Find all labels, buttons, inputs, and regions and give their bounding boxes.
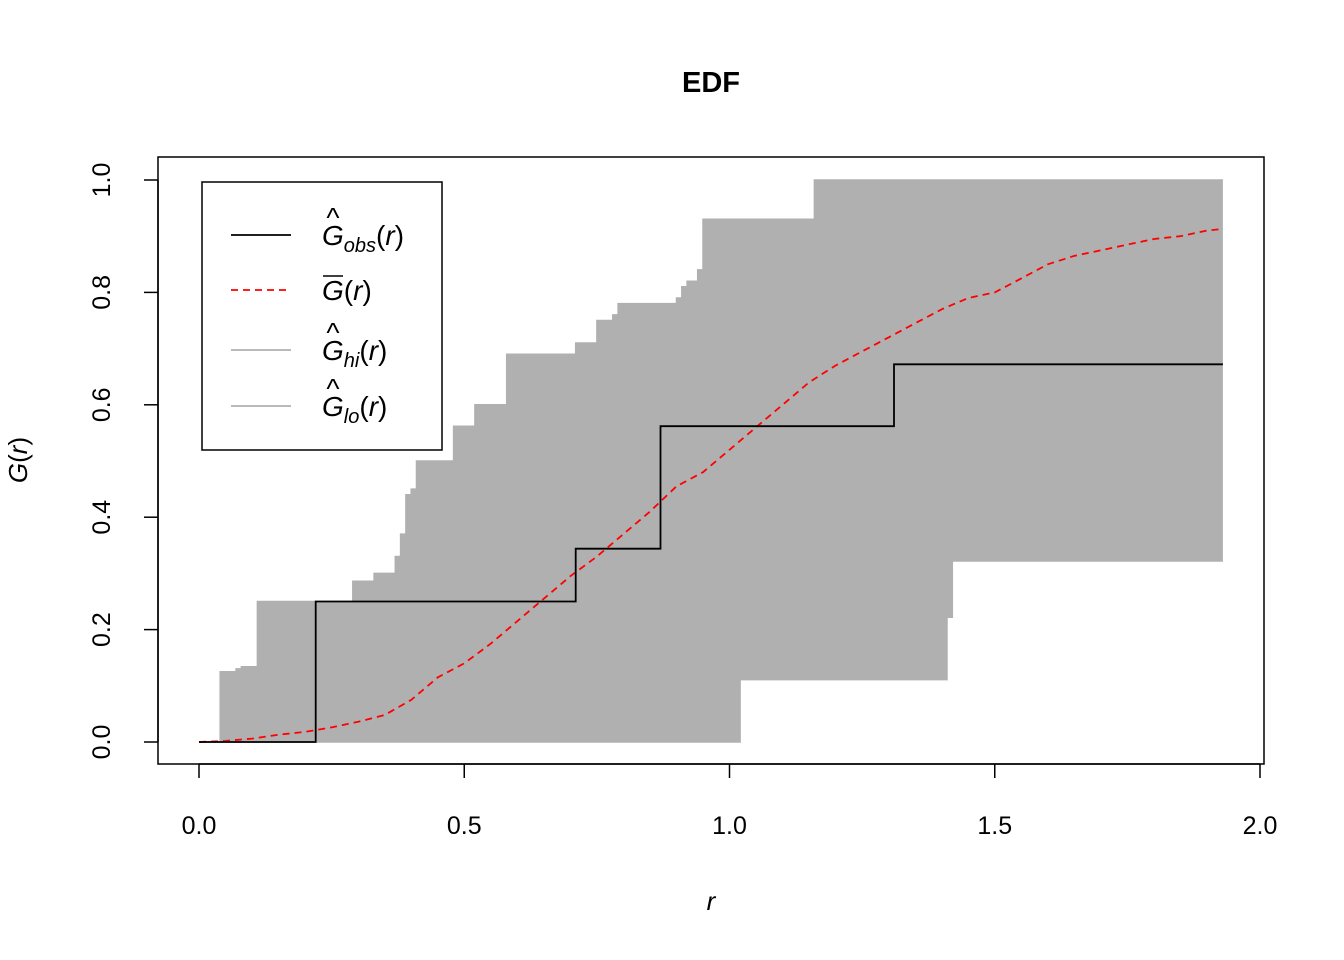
legend-label: Glo(r) [322,391,387,428]
legend-hat-mark: ^ [326,202,339,233]
legend-hat-mark: ^ [326,373,339,404]
legend-label: Gobs(r) [322,220,404,257]
axes: 0.0 0.5 1.0 1.5 2.0 0.0 0.2 0.4 0.6 0.8 1.0 [88,163,1277,840]
legend: Gobs(r)^G(r)Ghi(r)^Glo(r)^ [201,181,443,451]
y-tick-label: 1.0 [88,163,116,198]
x-tick-label: 0.0 [182,812,217,840]
legend-label: G(r) [322,275,372,306]
chart-title: EDF [682,67,740,99]
series-obs-line [199,363,1223,743]
plot-area [198,179,1223,743]
series-mean-line [198,228,1223,743]
y-tick-label: 0.0 [88,725,116,760]
x-tick-label: 2.0 [1243,812,1278,840]
x-axis-label: r [707,886,717,916]
y-tick-label: 0.8 [88,275,116,310]
x-tick-label: 0.5 [447,812,482,840]
legend-hat-mark: ^ [326,317,339,348]
y-tick-label: 0.6 [88,387,116,422]
legend-label: Ghi(r) [322,335,387,372]
x-tick-label: 1.5 [977,812,1012,840]
y-tick-label: 0.2 [88,612,116,647]
x-tick-label: 1.0 [712,812,747,840]
y-axis-label: G(r) [3,437,33,483]
series-hi-line [199,179,1223,743]
y-tick-label: 0.4 [88,500,116,535]
series-lo-line [199,560,1223,743]
